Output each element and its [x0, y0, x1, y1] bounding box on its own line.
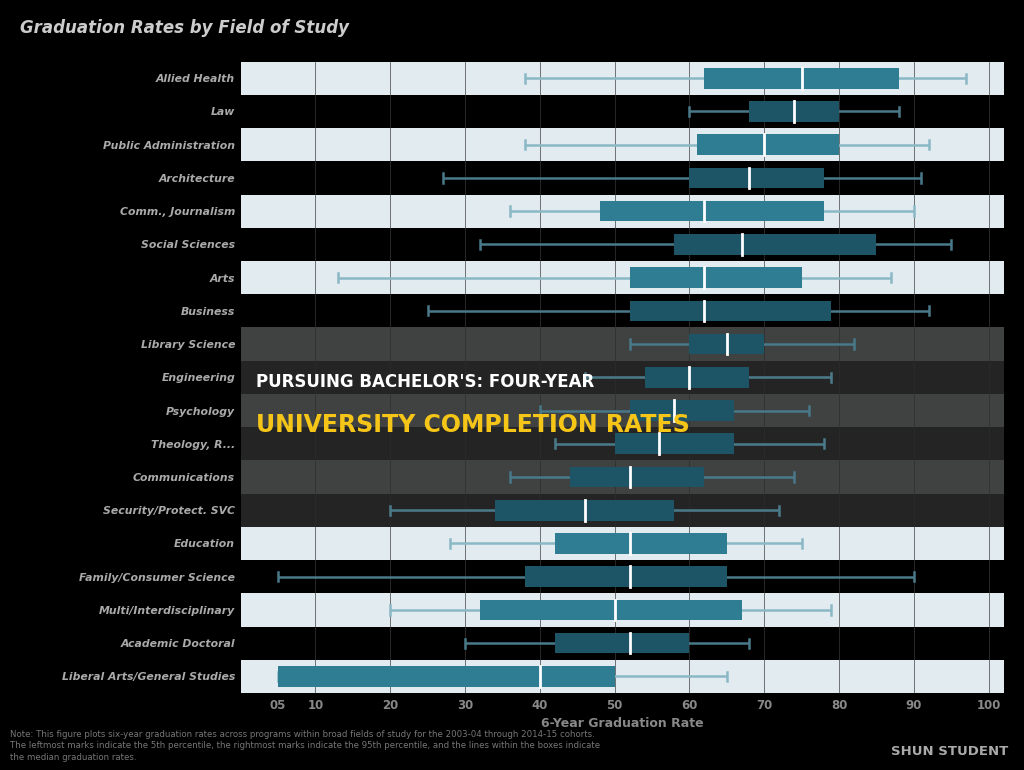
Bar [630, 267, 802, 288]
Bar [555, 633, 689, 654]
Bar [241, 327, 1004, 527]
Text: SHUN STUDENT: SHUN STUDENT [891, 745, 1009, 758]
Bar [241, 527, 1004, 560]
Bar [241, 560, 1004, 594]
Bar [241, 660, 1004, 693]
Bar [241, 360, 1004, 394]
Bar [279, 666, 614, 687]
Bar [241, 62, 1004, 95]
Bar [241, 460, 1004, 494]
Bar [644, 367, 750, 387]
Bar [614, 434, 734, 454]
Bar [689, 168, 824, 188]
Bar [241, 327, 1004, 360]
Text: Graduation Rates by Field of Study: Graduation Rates by Field of Study [20, 19, 349, 37]
Bar [241, 161, 1004, 195]
X-axis label: 6-Year Graduation Rate: 6-Year Graduation Rate [541, 717, 703, 730]
Bar [495, 500, 675, 521]
Bar [689, 333, 764, 354]
Bar [241, 95, 1004, 128]
Bar [241, 594, 1004, 627]
Bar [630, 300, 831, 321]
Bar [241, 494, 1004, 527]
Text: Note: This figure plots six-year graduation rates across programs within broad f: Note: This figure plots six-year graduat… [10, 730, 600, 762]
Bar [750, 101, 839, 122]
Bar [600, 201, 824, 222]
Bar [614, 434, 734, 454]
Bar [241, 294, 1004, 327]
Bar [241, 427, 1004, 460]
Text: UNIVERSITY COMPLETION RATES: UNIVERSITY COMPLETION RATES [256, 413, 689, 437]
Bar [495, 500, 675, 521]
Text: PURSUING BACHELOR'S: FOUR-YEAR: PURSUING BACHELOR'S: FOUR-YEAR [256, 373, 594, 391]
Bar [689, 333, 764, 354]
Bar [675, 234, 877, 255]
Bar [697, 135, 839, 155]
Bar [480, 600, 741, 620]
Bar [705, 68, 899, 89]
Bar [630, 400, 734, 421]
Bar [241, 627, 1004, 660]
Bar [630, 400, 734, 421]
Bar [241, 394, 1004, 427]
Bar [241, 261, 1004, 294]
Bar [525, 567, 727, 587]
Bar [569, 467, 705, 487]
Bar [241, 128, 1004, 161]
Bar [555, 533, 727, 554]
Bar [569, 467, 705, 487]
Bar [241, 228, 1004, 261]
Bar [644, 367, 750, 387]
Bar [241, 195, 1004, 228]
